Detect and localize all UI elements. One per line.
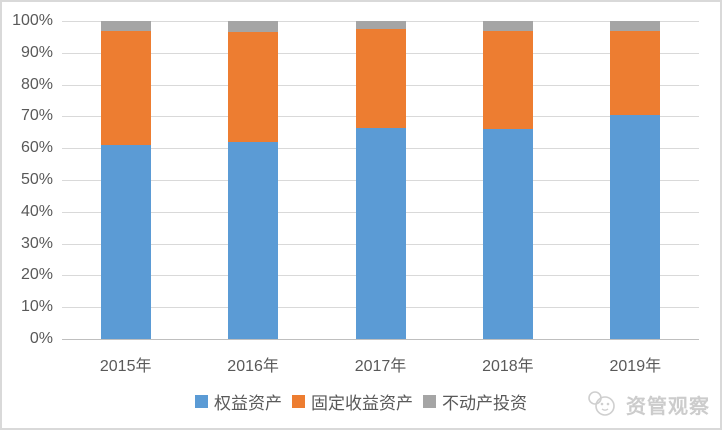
bar-stack-2016年 (228, 21, 279, 339)
bar-segment-固定收益资产 (610, 30, 661, 115)
legend-swatch-icon (195, 394, 208, 408)
bar-segment-固定收益资产 (355, 28, 406, 128)
bar-segment-固定收益资产 (100, 30, 151, 146)
y-axis-tick-label: 90% (20, 43, 53, 61)
panda-face-logo-icon (588, 391, 615, 416)
y-axis-tick-label: 30% (20, 234, 53, 252)
legend-swatch-icon (423, 394, 436, 408)
legend: 权益资产 固定收益资产 不动产投资 (2, 392, 720, 413)
bar-stack-2018年 (482, 21, 533, 339)
bar-segment-权益资产 (355, 127, 406, 339)
legend-item-不动产投资: 不动产投资 (423, 389, 527, 414)
legend-item-固定收益资产: 固定收益资产 (292, 389, 413, 414)
bar-segment-不动产投资 (482, 21, 533, 31)
bar-stack-2015年 (100, 21, 151, 339)
bar-stack-2019年 (610, 21, 661, 339)
legend-label: 固定收益资产 (311, 393, 413, 413)
watermark-text: 资管观察 (626, 395, 710, 418)
legend-item-权益资产: 权益资产 (195, 389, 282, 414)
legend-label: 不动产投资 (442, 393, 527, 413)
x-axis-category-label: 2016年 (227, 358, 279, 375)
y-axis-tick-label: 60% (20, 139, 53, 157)
y-axis-tick-label: 50% (20, 171, 53, 188)
x-axis-category-label: 2018年 (482, 358, 534, 375)
plot-area: 100% 90% 80% 70% 60% 50% 40% 30% 20% 10% 0% 2015年 20… (12, 12, 699, 375)
y-axis-tick-label: 40% (20, 202, 53, 220)
y-axis-tick-label: 20% (20, 266, 53, 284)
legend-label: 权益资产 (214, 393, 282, 413)
bar-segment-权益资产 (228, 141, 279, 339)
bar-segment-固定收益资产 (228, 32, 279, 142)
y-axis-tick-label: 70% (20, 107, 53, 125)
bar-segment-不动产投资 (355, 21, 406, 29)
bar-segment-固定收益资产 (482, 30, 533, 130)
y-axis-tick-label: 10% (20, 298, 53, 316)
x-axis-line (62, 339, 699, 340)
y-axis-tick-label: 100% (12, 12, 53, 29)
x-axis-category-label: 2015年 (99, 358, 152, 375)
bar-segment-不动产投资 (100, 21, 151, 31)
legend-swatch-icon (292, 394, 305, 408)
bar-segment-权益资产 (610, 114, 661, 339)
watermark: 资管观察 (586, 388, 710, 420)
x-axis-category-label: 2017年 (354, 358, 407, 375)
bar-segment-不动产投资 (610, 21, 661, 31)
bar-segment-权益资产 (100, 145, 151, 339)
bar-segment-不动产投资 (228, 21, 279, 33)
bar-stack-2017年 (355, 21, 406, 339)
x-axis-category-label: 2019年 (609, 358, 662, 375)
bar-segment-权益资产 (482, 129, 533, 339)
y-axis-tick-label: 0% (29, 330, 53, 347)
y-axis-tick-label: 80% (20, 75, 53, 93)
